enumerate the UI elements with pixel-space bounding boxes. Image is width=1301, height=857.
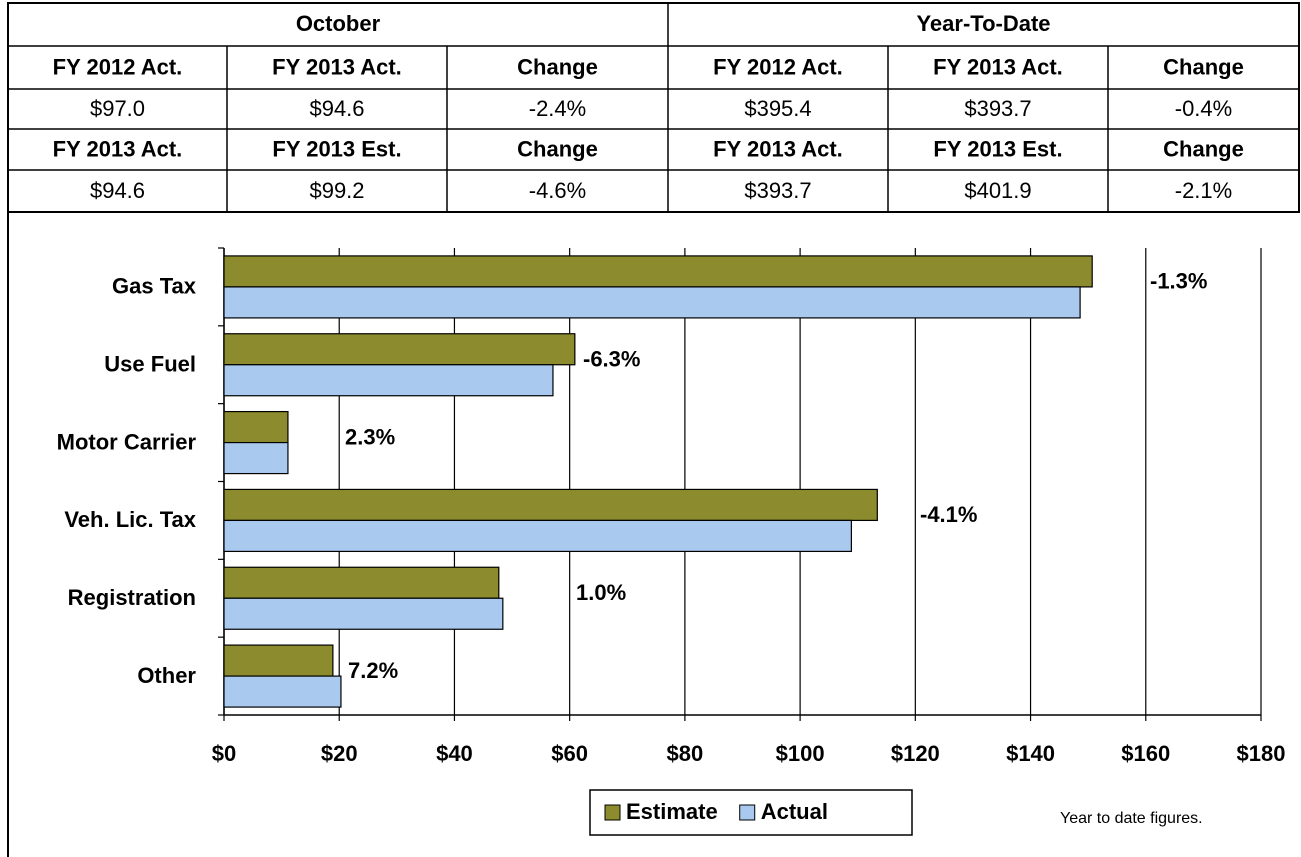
table-cell: $94.6 [90, 178, 145, 203]
x-tick-label: $160 [1121, 741, 1170, 766]
table-header-cell: Change [1163, 54, 1244, 79]
y-tick-label: Registration [68, 585, 196, 610]
bar [223, 441, 289, 475]
legend-label: Estimate [626, 799, 718, 824]
x-tick-label: $120 [891, 741, 940, 766]
bar [223, 644, 334, 677]
table-group-header: October [296, 11, 381, 36]
bar [223, 255, 1093, 288]
table-cell: $97.0 [90, 96, 145, 121]
y-tick-label: Veh. Lic. Tax [64, 507, 196, 532]
table-header-cell: Change [517, 136, 598, 161]
x-tick-label: $100 [776, 741, 825, 766]
table-cell: $94.6 [309, 96, 364, 121]
bar [223, 488, 878, 522]
x-tick-label: $60 [551, 741, 588, 766]
change-label: -4.1% [920, 502, 977, 527]
bar [223, 364, 554, 397]
table-cell: -0.4% [1175, 96, 1232, 121]
table-header-cell: FY 2013 Act. [272, 54, 402, 79]
change-label: 2.3% [345, 424, 395, 449]
table-cell: $393.7 [744, 178, 811, 203]
x-tick-label: $0 [212, 741, 236, 766]
x-tick-label: $180 [1237, 741, 1286, 766]
x-tick-label: $20 [321, 741, 358, 766]
legend-label: Actual [761, 799, 828, 824]
x-tick-label: $80 [667, 741, 704, 766]
note: Year to date figures. [1060, 810, 1203, 827]
change-label: 7.2% [348, 658, 398, 683]
table-header-cell: Change [1163, 136, 1244, 161]
bar [223, 675, 342, 708]
change-label: -6.3% [583, 347, 640, 372]
table-cell: -2.1% [1175, 178, 1232, 203]
legend-swatch [604, 804, 621, 821]
bar [223, 519, 852, 553]
table-header-cell: FY 2012 Act. [53, 54, 183, 79]
x-tick-label: $40 [436, 741, 473, 766]
table-header-cell: FY 2013 Act. [53, 136, 183, 161]
y-tick-label: Motor Carrier [57, 429, 197, 454]
legend-swatch [739, 804, 756, 821]
table-header-cell: FY 2013 Act. [713, 136, 843, 161]
bar [223, 410, 289, 444]
table-cell: $395.4 [744, 96, 811, 121]
table-cell: $99.2 [309, 178, 364, 203]
table-cell: -2.4% [529, 96, 586, 121]
bar [223, 597, 504, 630]
y-tick-label: Use Fuel [104, 352, 196, 377]
bar [223, 286, 1081, 319]
table-header-cell: Change [517, 54, 598, 79]
bar [223, 566, 500, 599]
y-tick-label: Other [137, 663, 196, 688]
change-label: 1.0% [576, 580, 626, 605]
table-cell: $393.7 [964, 96, 1031, 121]
table-header-cell: FY 2013 Est. [933, 136, 1062, 161]
table-header-cell: FY 2012 Act. [713, 54, 843, 79]
y-tick-label: Gas Tax [112, 274, 197, 299]
table-cell: -4.6% [529, 178, 586, 203]
table-border [7, 2, 1300, 213]
table-header-cell: FY 2013 Est. [272, 136, 401, 161]
bar [223, 333, 576, 366]
x-tick-label: $140 [1006, 741, 1055, 766]
table-cell: $401.9 [964, 178, 1031, 203]
table-header-cell: FY 2013 Act. [933, 54, 1063, 79]
table-group-header: Year-To-Date [916, 11, 1050, 36]
change-label: -1.3% [1150, 269, 1207, 294]
